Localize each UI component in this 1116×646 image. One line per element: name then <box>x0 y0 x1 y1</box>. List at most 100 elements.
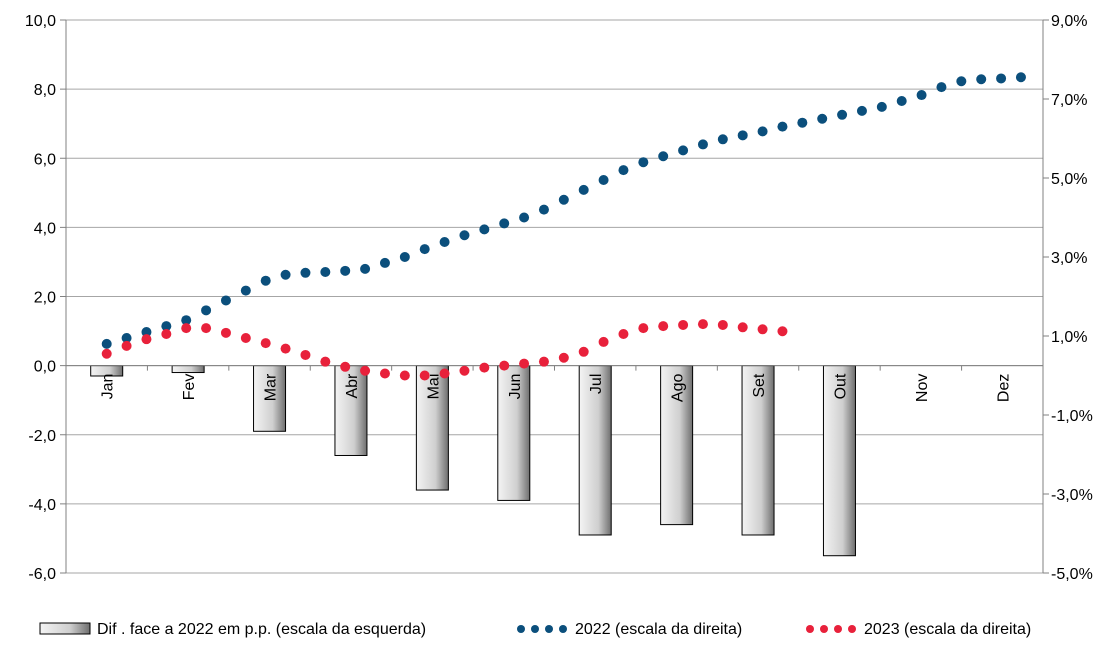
legend-bar-label: Dif . face a 2022 em p.p. (escala da esq… <box>97 621 426 638</box>
series-2022-point <box>876 101 887 112</box>
series-2023-point <box>141 334 152 345</box>
series-2022-point <box>837 109 848 120</box>
legend-2022-swatch <box>545 625 553 633</box>
series-2022-point <box>817 113 828 124</box>
series-2022-point <box>240 285 251 296</box>
series-2022-point <box>976 74 987 85</box>
series-2023-point <box>757 324 768 335</box>
series-2023-point <box>201 323 212 334</box>
series-2023-point <box>360 365 371 376</box>
series-2023-point <box>101 348 112 359</box>
series-2022-point <box>757 126 768 137</box>
legend-2022-swatch <box>517 625 525 633</box>
bar <box>497 365 531 501</box>
series-2022-point <box>618 165 629 176</box>
series-2022-point <box>519 212 530 223</box>
series-2023-point <box>678 319 689 330</box>
series-2022-point <box>419 244 430 255</box>
right-tick-label: -5,0% <box>1051 566 1093 583</box>
series-2023-point <box>737 322 748 333</box>
month-label: Jan <box>100 374 117 400</box>
series-2023-point <box>340 361 351 372</box>
series-2023-point <box>598 336 609 347</box>
series-2023-point <box>300 349 311 360</box>
bar <box>741 365 775 536</box>
month-label: Dez <box>995 374 1012 402</box>
series-2022-point <box>996 73 1007 84</box>
series-2023-point <box>538 356 549 367</box>
series-2022-point <box>578 184 589 195</box>
series-2023-point <box>777 326 788 337</box>
series-2023-point <box>459 365 470 376</box>
series-2022-point <box>598 174 609 185</box>
series-dots <box>101 72 1026 381</box>
series-2022-point <box>121 332 132 343</box>
series-2023-point <box>240 332 251 343</box>
legend-2022-swatch <box>559 625 567 633</box>
series-2023-point <box>479 362 490 373</box>
bar <box>171 365 205 374</box>
month-label: Out <box>832 373 849 399</box>
legend-2023-swatch <box>806 625 814 633</box>
right-tick-label: 3,0% <box>1051 250 1087 267</box>
legend-2022-label: 2022 (escala da direita) <box>575 621 742 638</box>
series-2022-point <box>101 338 112 349</box>
series-2022-point <box>1015 72 1026 83</box>
month-labels: Jan Fev Mar Abr Mai Jun Jul Ago Set Out Nov Dez <box>100 373 1013 402</box>
series-2022-point <box>499 218 510 229</box>
series-2022-point <box>141 327 152 338</box>
series-2022-point <box>737 130 748 141</box>
legend-2023-swatch <box>848 625 856 633</box>
left-tick-label: -4,0 <box>28 497 56 514</box>
series-2022-point <box>479 224 490 235</box>
bar <box>578 365 612 536</box>
right-tick-label: -3,0% <box>1051 487 1093 504</box>
series-2022-point <box>320 267 331 278</box>
series-2022-point <box>896 95 907 106</box>
series-2022-point <box>360 263 371 274</box>
left-tick-label: 0,0 <box>34 359 56 376</box>
series-2023-point <box>658 321 669 332</box>
month-label: Fev <box>181 374 198 401</box>
series-2023-point <box>419 370 430 381</box>
series-2022-point <box>379 257 390 268</box>
axes: 10,0 8,0 6,0 4,0 2,0 0,0 -2,0 -4,0 -6,0 9,0% 7,0% 5… <box>25 13 1093 583</box>
left-tick-label: 4,0 <box>34 220 56 237</box>
bar <box>660 365 694 526</box>
month-label: Ago <box>670 374 687 403</box>
series-2022-point <box>856 105 867 116</box>
series-2023-point <box>697 319 708 330</box>
series-2023-point <box>161 329 172 340</box>
series-2022-point <box>300 267 311 278</box>
month-label: Mai <box>425 374 442 400</box>
left-tick-label: 2,0 <box>34 290 56 307</box>
series-2022-point <box>220 295 231 306</box>
legend-2023-swatch <box>820 625 828 633</box>
series-2022-point <box>201 305 212 316</box>
month-label: Jun <box>507 374 524 400</box>
left-tick-label: -2,0 <box>28 428 56 445</box>
right-tick-label: 1,0% <box>1051 329 1087 346</box>
legend-bar-swatch <box>39 622 91 635</box>
series-2022-point <box>340 265 351 276</box>
series-2023-point <box>638 323 649 334</box>
series-2022-point <box>439 236 450 247</box>
month-label: Jul <box>588 374 605 394</box>
right-tick-label: 9,0% <box>1051 13 1087 30</box>
series-2023-point <box>558 352 569 363</box>
legend-2023-label: 2023 (escala da direita) <box>864 621 1031 638</box>
right-tick-label: 7,0% <box>1051 92 1087 109</box>
series-2023-point <box>379 368 390 379</box>
series-2022-point <box>797 117 808 128</box>
month-label: Set <box>751 373 768 398</box>
series-2023-point <box>717 319 728 330</box>
series-2022-point <box>459 230 470 241</box>
bar <box>334 365 368 456</box>
series-2023-point <box>320 356 331 367</box>
month-label: Mar <box>263 373 280 401</box>
left-tick-label: 10,0 <box>25 13 56 30</box>
left-tick-label: 6,0 <box>34 151 56 168</box>
series-2022-point <box>260 275 271 286</box>
